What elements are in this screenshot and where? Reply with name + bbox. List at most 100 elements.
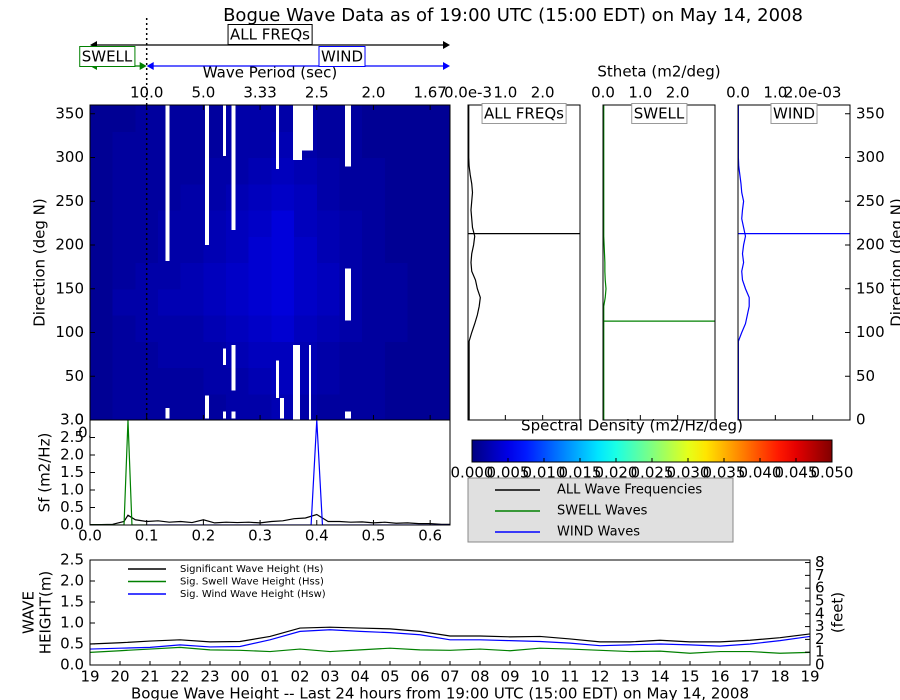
band-label: ALL FREQs	[230, 26, 310, 44]
y-tick-label: 200	[856, 236, 885, 254]
heat-cell	[339, 367, 363, 395]
band-label: WIND	[321, 48, 363, 66]
y2-tick-label: 8	[815, 553, 825, 571]
heat-cell	[407, 393, 431, 420]
legend-label: ALL Wave Frequencies	[557, 483, 702, 498]
heat-cell	[271, 157, 295, 185]
heat-cell	[362, 210, 386, 237]
heat-cell	[135, 367, 159, 395]
x-tick-label: 05	[380, 668, 399, 686]
heat-cell	[362, 315, 386, 342]
missing-data	[223, 411, 227, 419]
heat-cell	[384, 131, 408, 158]
y-tick-label: 2.5	[60, 551, 84, 569]
heat-cell	[316, 367, 340, 395]
heat-cell	[135, 288, 159, 316]
y-tick-label: 300	[55, 148, 84, 166]
colorbar-tick-label: 0.025	[631, 464, 674, 482]
x-tick-label: 12	[590, 668, 609, 686]
heat-cell	[316, 210, 340, 237]
heat-cell	[362, 236, 386, 263]
heat-cell	[407, 105, 431, 132]
x-tick-label: 2.0	[666, 84, 690, 102]
x-tick-label: 0.6	[418, 527, 442, 545]
heat-cell	[90, 288, 114, 316]
y-tick-label: 250	[55, 192, 84, 210]
x-tick-label: 10	[530, 668, 549, 686]
heat-cell	[248, 393, 272, 420]
heatmap-cells	[90, 105, 450, 420]
heat-cell	[316, 183, 340, 211]
heat-cell	[362, 262, 386, 290]
heat-cell	[316, 262, 340, 290]
y-tick-label: 350	[55, 104, 84, 122]
heat-cell	[271, 341, 295, 368]
heat-cell	[430, 367, 450, 395]
x-tick-label: 0.0	[78, 527, 102, 545]
label-box	[631, 103, 688, 124]
heat-cell	[271, 131, 295, 158]
y-tick-label: 0.5	[60, 498, 84, 516]
heat-cell	[430, 341, 450, 368]
label-box	[318, 46, 366, 67]
heat-cell	[112, 288, 136, 316]
heat-cell	[180, 105, 204, 132]
heat-cell	[158, 393, 182, 420]
heat-cell	[294, 393, 318, 420]
heat-cell	[135, 393, 159, 420]
missing-data	[231, 105, 236, 231]
heat-cell	[407, 288, 431, 316]
heat-cell	[316, 393, 340, 420]
heat-cell	[362, 367, 386, 395]
heat-cell	[316, 157, 340, 185]
heat-cell	[362, 105, 386, 132]
heat-cell	[226, 262, 250, 290]
x-tick-label: 14	[650, 668, 669, 686]
heat-cell	[226, 341, 250, 368]
y-axis-label: Direction (deg N)	[31, 198, 49, 327]
missing-data	[292, 150, 303, 161]
y-tick-label: 2.0	[60, 446, 84, 464]
x-tick-label: 00	[230, 668, 249, 686]
heat-cell	[112, 157, 136, 185]
x-tick-label: 11	[560, 668, 579, 686]
y-tick-label: 3.0	[60, 411, 84, 429]
y-tick-label: 2.0	[60, 572, 84, 590]
heat-cell	[407, 341, 431, 368]
colorbar-tick-label: 0.005	[487, 464, 530, 482]
y2-axis-label: (feet)	[829, 592, 847, 633]
missing-data	[275, 360, 279, 399]
heat-cell	[384, 183, 408, 211]
heat-cell	[180, 288, 204, 316]
heat-cell	[158, 183, 182, 211]
spectrum-line	[90, 513, 450, 525]
band-label: SWELL	[82, 48, 133, 66]
figure-title: Bogue Wave Data as of 19:00 UTC (15:00 E…	[223, 5, 803, 26]
top-x-tick-label: 2.5	[305, 84, 329, 102]
heat-cell	[430, 236, 450, 263]
heat-cell	[362, 131, 386, 158]
heat-cell	[90, 262, 114, 290]
heat-cell	[407, 183, 431, 211]
heat-cell	[316, 315, 340, 342]
heat-cell	[430, 393, 450, 420]
y-tick-label: 100	[856, 323, 885, 341]
heat-cell	[248, 367, 272, 395]
heat-cell	[384, 157, 408, 185]
panel-label: ALL FREQs	[484, 105, 564, 123]
missing-data	[205, 395, 210, 419]
height-line	[90, 626, 810, 645]
top-x-tick-label: 2.0	[362, 84, 386, 102]
arrow-head	[443, 62, 450, 70]
x-tick-label: 0.3	[248, 527, 272, 545]
heat-cell	[226, 367, 250, 395]
heat-cell	[180, 236, 204, 263]
y-tick-label: 250	[856, 192, 885, 210]
y-tick-label: 200	[55, 236, 84, 254]
heat-cell	[316, 131, 340, 158]
x-tick-label: 18	[770, 668, 789, 686]
legend-label: Sig. Wind Wave Height (Hsw)	[180, 589, 326, 600]
x-axis-label: Bogue Wave Height -- Last 24 hours from …	[131, 685, 749, 700]
heat-cell	[294, 367, 318, 395]
